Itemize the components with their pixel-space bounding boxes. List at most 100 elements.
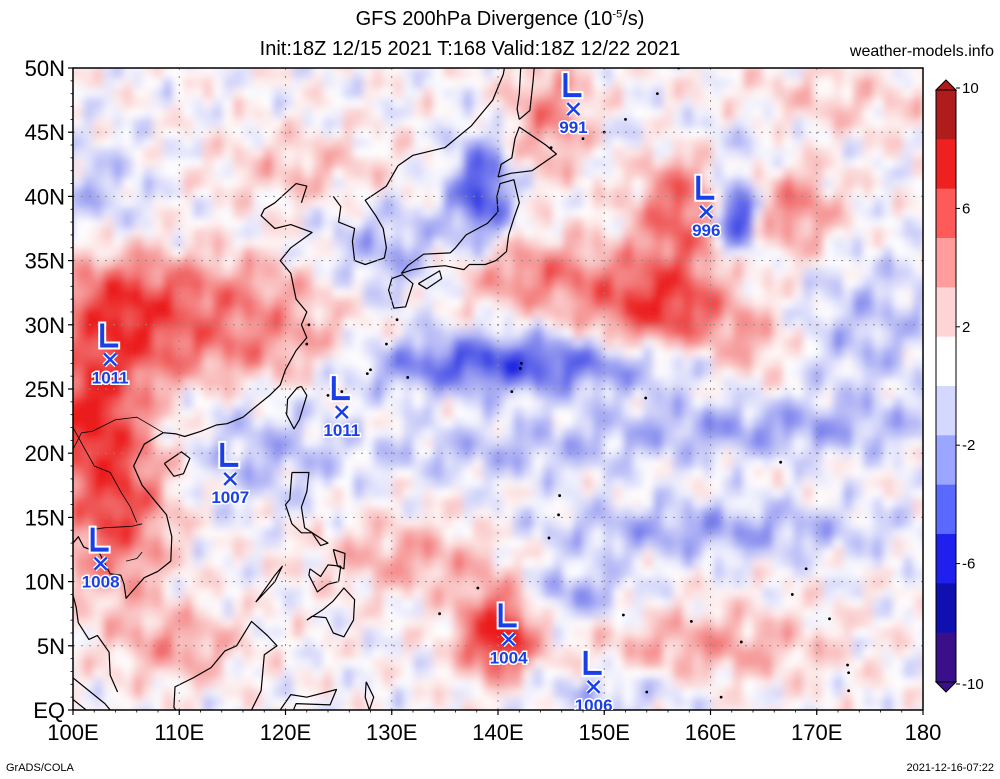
island-dot [810,715,813,718]
lon-label: 130E [366,720,417,745]
border-line [73,427,138,523]
coastline-kyushu [388,274,414,309]
island-dot [804,567,808,571]
colorbar-label: -6 [962,556,975,573]
island-dot [655,92,659,96]
colorbar-segment [936,287,956,338]
coastline-vietnam [73,432,173,693]
low-marker: 1011 [90,321,130,389]
colorbar-label: 10 [962,80,979,97]
lon-label: 140E [472,720,523,745]
island-dot [557,513,560,517]
lon-label: 170E [791,720,842,745]
low-pressure-label: 991 [559,118,587,137]
island-dot [365,372,369,375]
island-dot [438,612,441,616]
low-marker: 1011 [322,374,362,442]
lat-label: 30N [25,313,65,338]
coastline-palawan [255,565,283,603]
footer-timestamp: 2021-12-16-07:22 [906,762,994,774]
colorbar-label: 2 [962,319,970,336]
low-letter [696,175,715,200]
coastline-sulawesi [279,688,338,710]
island-dot [519,361,523,365]
island-dot [621,613,625,617]
coastline-hainan [163,451,191,477]
low-pressure-markers: 1011 1011 1007 1008 991 996 1004 1006 [80,71,722,710]
lat-label: 35N [25,249,65,274]
island-dot [518,367,522,370]
coastline-taiwan [286,385,308,430]
low-pressure-label: 1011 [92,368,129,387]
coastline-luzon [284,471,329,547]
colorbar-segment [936,139,956,190]
map-subtitle: Init:18Z 12/15 2021 T:168 Valid:18Z 12/2… [259,38,681,60]
gridlines [73,68,923,710]
lon-label: 120E [260,720,311,745]
map-title: GFS 200hPa Divergence (10-5/s) [355,8,645,30]
island-dot [644,396,648,400]
border-line [73,416,164,450]
island-dot [385,342,388,346]
coastline-korea [332,165,399,266]
low-center-icon [223,471,238,486]
low-marker: 1008 [80,525,121,593]
island-dot [510,390,514,393]
low-marker: 996 [691,173,722,241]
site-credit: weather-models.info [849,43,994,60]
coastline-borneo [173,620,278,710]
border-line [88,523,143,531]
island-dot [846,663,849,667]
island-dot [779,460,783,464]
coastline-shikoku [417,270,443,290]
coastline-samar [332,548,346,570]
island-dot [847,689,851,693]
low-pressure-label: 996 [692,221,720,240]
colorbar-label: -10 [962,676,984,693]
island-dot [739,640,743,644]
lat-label: 5N [37,634,65,659]
colorbar: 10 6 2 -2 -6 -10 [934,79,984,693]
low-center-icon [586,680,601,694]
island-dot [581,137,585,141]
colorbar-segment [936,90,956,140]
colorbar-segment [936,238,956,288]
coastline-china-coast [163,183,313,438]
lat-label: 10N [25,570,65,595]
low-letter [100,323,119,348]
island-dot [305,342,309,346]
low-center-icon [699,204,714,219]
island-dot [790,593,794,596]
coastline-halmahera [364,681,375,710]
low-center-icon [334,405,349,419]
border-line [126,551,143,562]
divergence-field [73,68,923,710]
colorbar-label: -2 [962,437,975,454]
colorbar-frame [935,89,957,683]
island-dot [395,318,399,322]
lat-label: 45N [25,120,65,145]
island-dot [340,390,344,393]
island-dot [847,671,851,675]
island-dot [719,695,723,699]
coastlines [73,68,851,718]
island-dot [558,494,562,497]
island-dot [624,117,627,121]
colorbar-segment [936,583,956,634]
colorbar-bottom-arrow [934,681,958,693]
coastline-honshu [400,179,520,274]
low-center-icon [103,352,118,367]
colorbar-segment [936,336,956,387]
lon-label: 150E [579,720,630,745]
low-letter [331,376,350,401]
footer-credit: GrADS/COLA [6,762,74,774]
lon-label: 180 [905,720,942,745]
island-dot [689,620,693,623]
coastline-sakhalin [516,68,535,120]
low-marker: 991 [558,71,589,139]
colorbar-top-arrow [934,79,958,91]
island-dot [549,146,553,150]
colorbar-label: 6 [962,200,970,217]
colorbar-segment [936,484,956,535]
